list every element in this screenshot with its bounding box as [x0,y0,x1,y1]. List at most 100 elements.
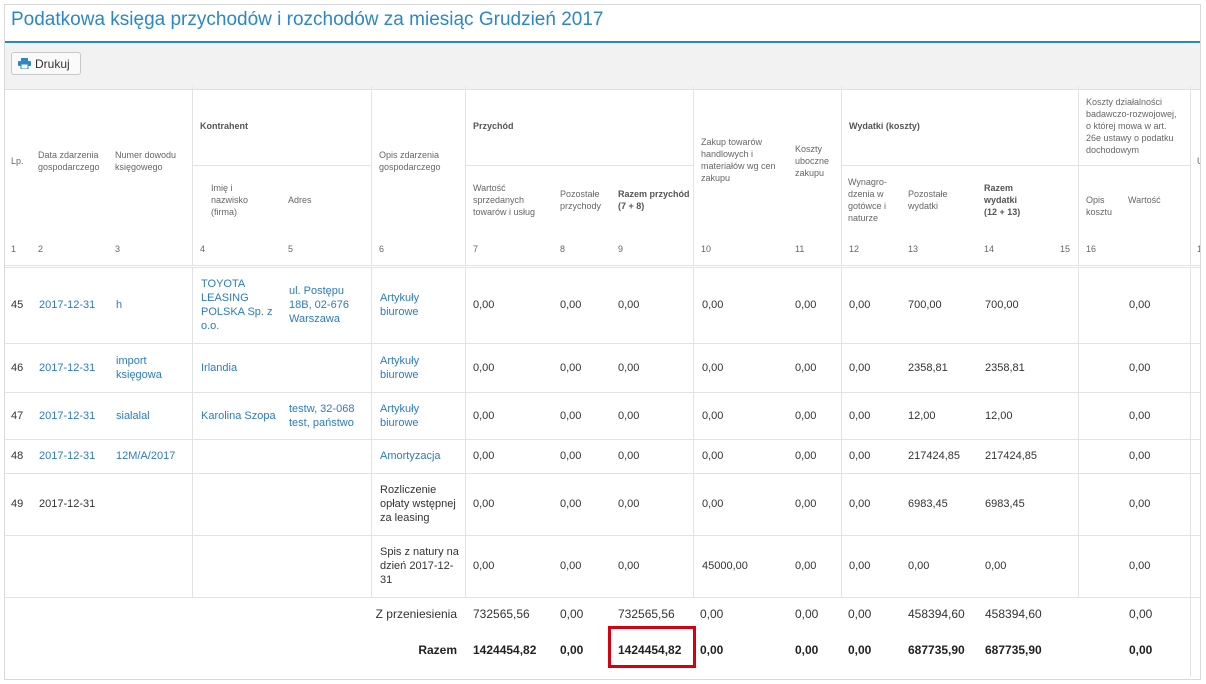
row-contractor-address[interactable]: Warszawa [289,313,340,325]
row-doc-number[interactable]: h [116,299,123,311]
header-purchase: materiałów wg cen [701,161,776,171]
row-contractor-name[interactable]: POLSKA Sp. z [201,306,273,318]
row-description: opłaty wstępnej [380,498,456,510]
row-value-c9: 0,00 [618,498,640,510]
column-number: 1 [11,244,17,254]
header-rd: o której mowa w art. [1086,121,1167,131]
row-doc-number[interactable]: 12M/A/2017 [116,450,176,462]
header-contractor: Kontrahent [200,121,248,131]
row-lp: 47 [11,409,24,422]
row-value-c16: 0,00 [1129,299,1151,311]
header-name: Imię i [211,183,233,193]
row-doc-number[interactable]: księgowa [116,368,162,381]
row-lp: 45 [11,299,24,311]
highlight-box [608,626,696,668]
row-value-c16: 0,00 [1129,498,1151,510]
column-number: 16 [1086,244,1097,254]
totals-value-c9: 732565,56 [618,607,675,621]
totals-value-c11: 0,00 [795,607,819,621]
row-value-c12: 0,00 [849,299,871,311]
column-number: 10 [701,244,712,254]
row-contractor-name[interactable]: TOYOTA [201,278,246,290]
row-contractor-name[interactable]: o.o. [201,320,220,332]
row-value-c14: 700,00 [985,299,1019,311]
column-number: 11 [795,244,805,254]
row-value-c8: 0,00 [560,560,582,572]
header-bottom-border [5,267,1200,268]
header-bottom-border [5,265,1200,266]
row-value-c14: 12,00 [985,409,1013,422]
toolbar: Drukuj [5,43,1200,90]
column-number: 12 [849,244,860,254]
header-income-total: (7 + 8) [618,201,645,211]
column-number: 4 [200,244,206,254]
row-value-c12: 0,00 [849,498,871,510]
totals-value-c7: 732565,56 [473,607,530,621]
row-value-c16: 0,00 [1129,409,1151,422]
row-contractor-address[interactable]: test, państwo [289,416,354,429]
column-number: 14 [984,244,995,254]
header-expenses-total: (12 + 13) [984,207,1021,217]
header-wages: naturze [848,213,879,223]
row-value-c12: 0,00 [849,560,871,572]
row-date[interactable]: 2017-12-31 [39,299,96,311]
row-doc-number[interactable]: sialalal [116,409,150,422]
row-date[interactable]: 2017-12-31 [39,450,96,462]
row-contractor-address[interactable]: ul. Postępu [289,285,345,297]
row-description[interactable]: biurowe [380,306,419,318]
header-date: Data zdarzenia [38,150,99,160]
row-value-c16: 0,00 [1129,361,1151,374]
row-divider [5,473,1200,474]
header-name: nazwisko [211,195,249,205]
row-value-c9: 0,00 [618,560,640,572]
row-description[interactable]: Artykuły [380,292,420,304]
row-value-c8: 0,00 [560,450,582,462]
header-side-costs: zakupu [795,168,825,178]
header-other-expenses: wydatki [908,201,939,211]
row-value-c16: 0,00 [1129,560,1151,572]
header-wages: dzenia w [848,189,884,199]
row-contractor-address[interactable]: testw, 32-068 [289,402,355,415]
totals-value-c13: 458394,60 [908,607,965,621]
row-doc-number[interactable]: import [116,354,147,367]
totals-value-c14: 687735,90 [985,643,1042,657]
row-value-c8: 0,00 [560,409,582,422]
row-description[interactable]: biurowe [380,368,419,381]
row-value-c10: 0,00 [702,450,724,462]
column-number: 5 [288,244,294,254]
totals-value-c7: 1424454,82 [473,643,537,657]
income-subheader-line [465,165,693,166]
row-description: 31 [380,574,393,586]
header-purchase: zakupu [701,173,731,183]
row-lp: 49 [11,498,24,510]
column-divider [192,87,193,265]
row-contractor-name[interactable]: Irlandia [201,361,238,374]
totals-value-c8: 0,00 [560,643,584,657]
page-title: Podatkowa księga przychodów i rozchodów … [11,9,604,30]
header-rd: badawczo-rozwojowej, [1086,109,1177,119]
row-contractor-name[interactable]: LEASING [201,292,249,304]
column-number: 2 [38,244,44,254]
row-date[interactable]: 2017-12-31 [39,361,96,374]
column-number: 1 [1197,244,1200,254]
title-underline [5,41,1200,43]
print-button[interactable]: Drukuj [11,52,81,75]
row-value-c8: 0,00 [560,361,582,374]
column-divider [841,267,842,597]
row-description[interactable]: Artykuły [380,354,420,367]
row-value-c14: 0,00 [985,560,1007,572]
row-contractor-address[interactable]: 18B, 02-676 [289,299,349,311]
totals-value-c12: 0,00 [848,607,872,621]
header-sales: towarów i usług [473,207,536,217]
header-rd: dochodowym [1086,145,1140,155]
totals-label: Z przeniesienia [375,607,457,621]
header-sales: Wartość [473,183,506,193]
row-description[interactable]: Amortyzacja [380,450,441,462]
header-address: Adres [288,195,312,205]
row-date[interactable]: 2017-12-31 [39,409,96,422]
row-lp: 48 [11,450,24,462]
row-description[interactable]: Artykuły [380,402,420,415]
row-value-c12: 0,00 [849,409,871,422]
row-description[interactable]: biurowe [380,416,419,429]
row-contractor-name[interactable]: Karolina Szopa [201,409,276,422]
